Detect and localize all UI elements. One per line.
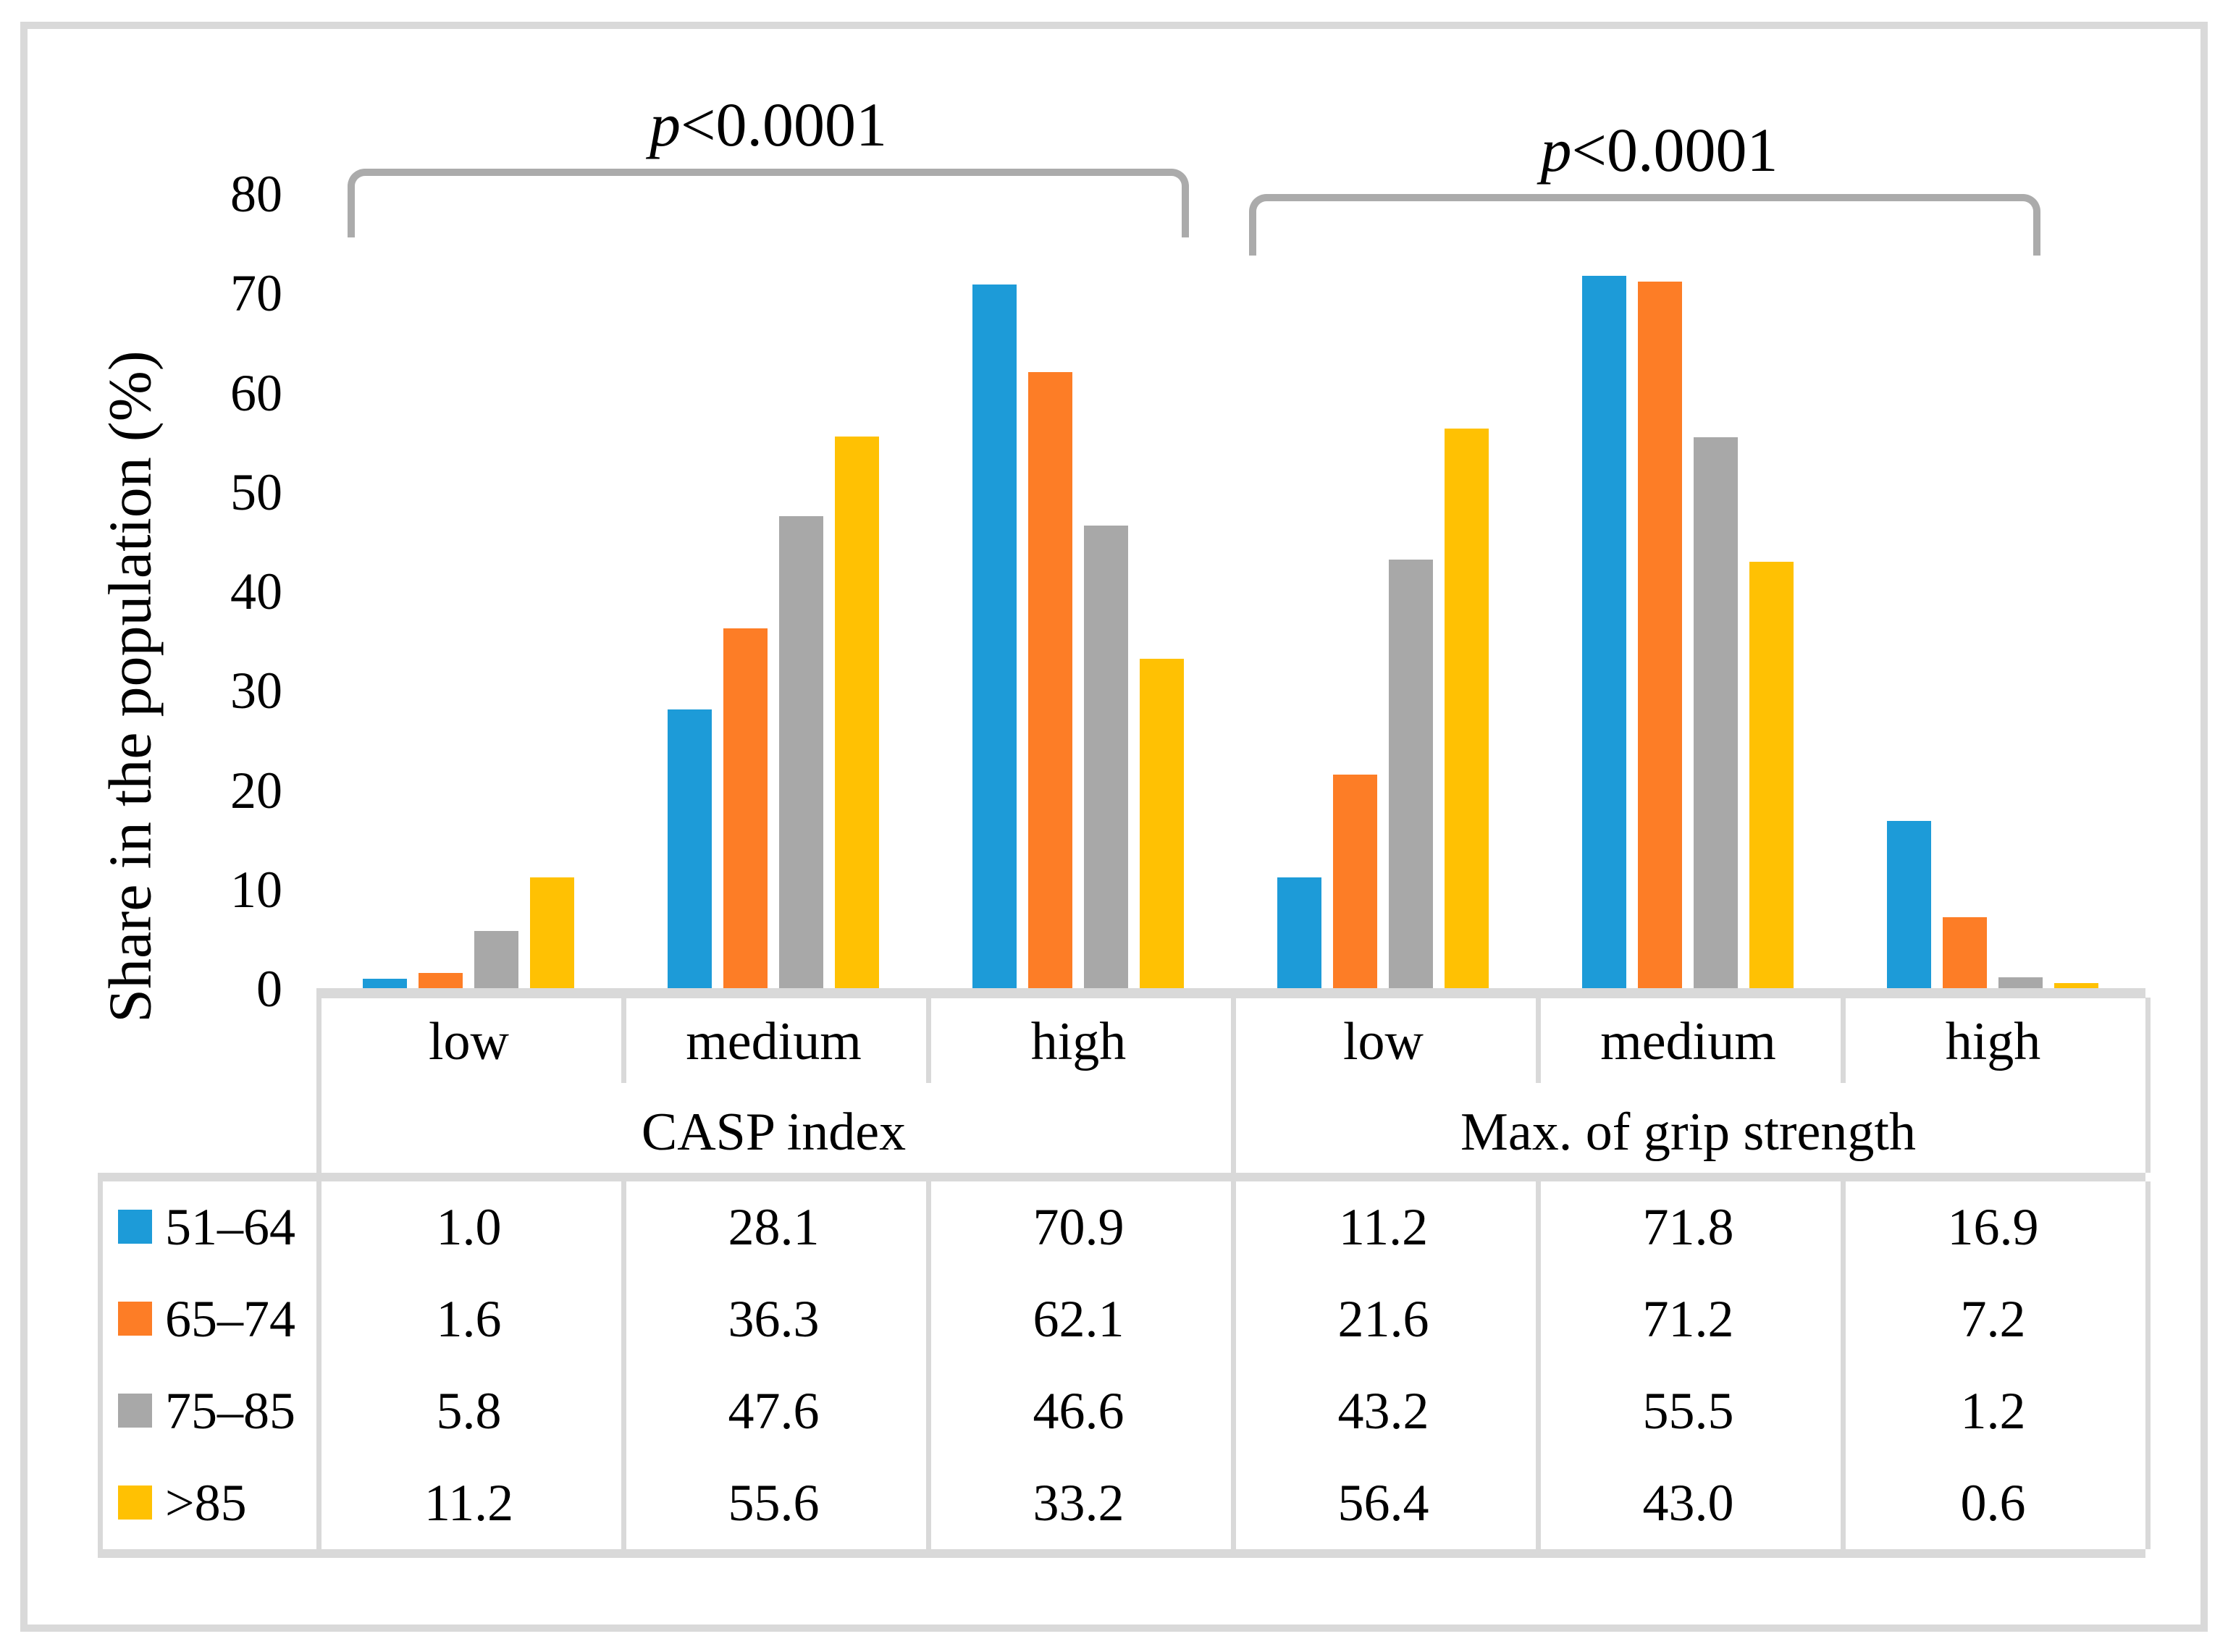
y-tick-label: 70 — [230, 264, 282, 323]
bar->85-high — [1140, 659, 1184, 989]
legend-label: 51–64 — [165, 1198, 295, 1256]
y-tick-label: 60 — [230, 363, 282, 422]
table-column-separator — [621, 1181, 626, 1549]
bar-51–64-low — [363, 979, 407, 989]
category-label-high: high — [1945, 1012, 2041, 1071]
table-header-rule — [98, 1173, 2145, 1181]
legend-swatch->85 — [118, 1485, 152, 1520]
y-tick-label: 80 — [230, 165, 282, 223]
table-value-cell: 47.6 — [728, 1382, 820, 1440]
group-separator — [2145, 998, 2151, 1173]
bar-75–85-high — [1084, 526, 1128, 989]
table-value-cell: 16.9 — [1947, 1198, 2039, 1256]
table-value-cell: 11.2 — [424, 1474, 514, 1532]
bar-51–64-low — [1277, 877, 1321, 989]
bar-65–74-high — [1943, 917, 1987, 989]
group-separator — [316, 998, 321, 1173]
bar-51–64-high — [972, 284, 1017, 989]
table-column-separator — [926, 1181, 931, 1549]
bar-65–74-low — [419, 973, 463, 989]
table-column-separator — [1841, 1181, 1846, 1549]
p-value-annotation-2: p<0.0001 — [1540, 115, 1778, 185]
table-value-cell: 71.2 — [1642, 1290, 1734, 1348]
group-label: CASP index — [641, 1103, 907, 1162]
bar-65–74-high — [1028, 371, 1072, 989]
bar-75–85-high — [1998, 977, 2043, 989]
table-value-cell: 7.2 — [1960, 1290, 2026, 1348]
table-value-cell: 1.6 — [436, 1290, 502, 1348]
legend-label: 75–85 — [165, 1382, 295, 1440]
group-separator — [1231, 998, 1236, 1173]
table-value-cell: 46.6 — [1033, 1382, 1124, 1440]
category-label-low: low — [1343, 1012, 1424, 1071]
table-value-cell: 56.4 — [1337, 1474, 1429, 1532]
group-label: Max. of grip strength — [1460, 1103, 1916, 1162]
category-separator — [1841, 998, 1846, 1083]
legend-swatch-65–74 — [118, 1302, 152, 1336]
table-value-cell: 0.6 — [1960, 1474, 2026, 1532]
table-value-cell: 28.1 — [728, 1198, 820, 1256]
table-value-cell: 55.6 — [728, 1474, 820, 1532]
table-column-separator — [98, 1181, 103, 1549]
table-column-separator — [1536, 1181, 1541, 1549]
bar-51–64-medium — [668, 709, 712, 989]
category-axis-line — [316, 988, 2145, 998]
legend-label: 65–74 — [165, 1290, 295, 1348]
category-separator — [926, 998, 931, 1083]
y-tick-label: 10 — [230, 860, 282, 919]
category-separator — [621, 998, 626, 1083]
bar-75–85-medium — [779, 515, 823, 989]
table-value-cell: 71.8 — [1642, 1198, 1734, 1256]
y-tick-label: 0 — [256, 960, 282, 1018]
bar-75–85-medium — [1694, 437, 1738, 989]
category-label-high: high — [1030, 1012, 1127, 1071]
table-value-cell: 36.3 — [728, 1290, 820, 1348]
table-bottom-rule — [98, 1549, 2145, 1558]
significance-bracket-1 — [348, 169, 1189, 237]
table-value-cell: 43.0 — [1642, 1474, 1734, 1532]
bar-51–64-medium — [1582, 275, 1626, 989]
table-value-cell: 21.6 — [1337, 1290, 1429, 1348]
p-value-annotation-1: p<0.0001 — [649, 90, 887, 159]
table-value-cell: 70.9 — [1033, 1198, 1124, 1256]
bar->85-high — [2054, 982, 2098, 989]
significance-bracket-2 — [1249, 194, 2040, 256]
bar->85-medium — [1749, 561, 1794, 989]
table-value-cell: 43.2 — [1337, 1382, 1429, 1440]
legend-swatch-75–85 — [118, 1394, 152, 1428]
table-column-separator — [316, 1181, 321, 1549]
table-column-separator — [2145, 1181, 2151, 1549]
bar->85-low — [1445, 428, 1489, 989]
bar-75–85-low — [1389, 560, 1433, 989]
bar-65–74-low — [1333, 774, 1377, 989]
category-separator — [1536, 998, 1541, 1083]
y-tick-label: 40 — [230, 562, 282, 620]
bar->85-medium — [835, 436, 879, 989]
legend-swatch-51–64 — [118, 1210, 152, 1244]
table-value-cell: 5.8 — [436, 1382, 502, 1440]
bar-65–74-medium — [1638, 281, 1682, 989]
table-value-cell: 33.2 — [1033, 1474, 1124, 1532]
category-label-medium: medium — [1600, 1012, 1776, 1071]
table-value-cell: 1.2 — [1960, 1382, 2026, 1440]
y-tick-label: 50 — [230, 463, 282, 521]
category-label-medium: medium — [686, 1012, 862, 1071]
table-column-separator — [1231, 1181, 1236, 1549]
table-value-cell: 1.0 — [436, 1198, 502, 1256]
category-label-low: low — [429, 1012, 509, 1071]
table-value-cell: 62.1 — [1033, 1290, 1124, 1348]
table-value-cell: 55.5 — [1642, 1382, 1734, 1440]
y-tick-label: 20 — [230, 761, 282, 819]
legend-label: >85 — [165, 1474, 247, 1532]
y-tick-label: 30 — [230, 662, 282, 720]
bar-65–74-medium — [723, 628, 768, 989]
bar->85-low — [530, 877, 574, 989]
bar-75–85-low — [474, 931, 518, 989]
table-value-cell: 11.2 — [1338, 1198, 1429, 1256]
bar-51–64-high — [1887, 821, 1931, 989]
